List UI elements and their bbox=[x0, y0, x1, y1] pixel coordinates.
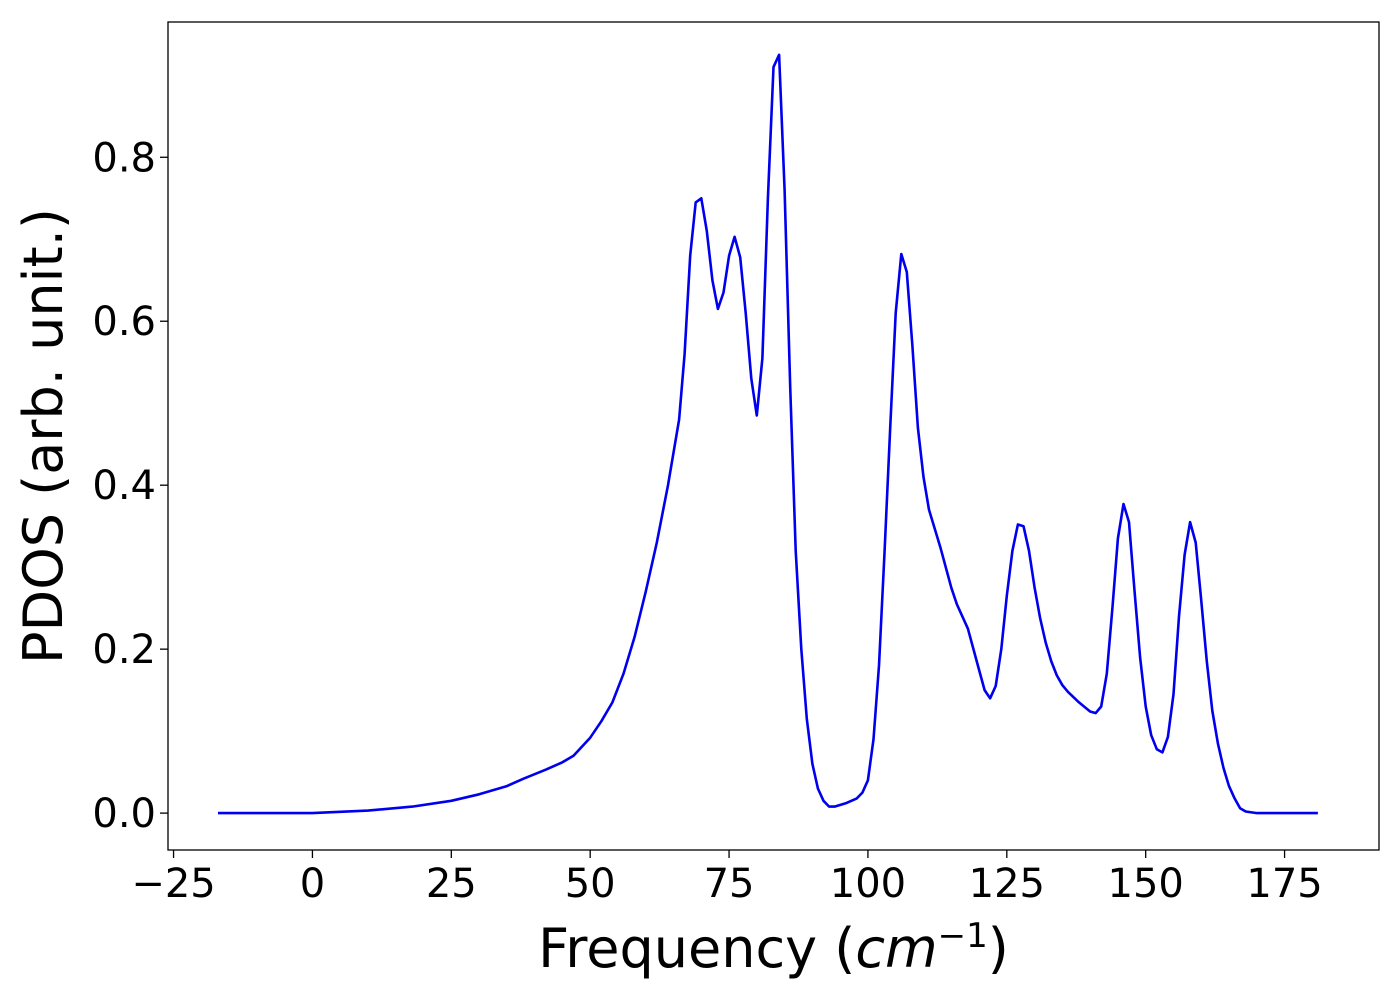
x-tick-label: 75 bbox=[704, 861, 755, 907]
plot-area bbox=[218, 53, 1318, 815]
series-line-0 bbox=[218, 53, 1318, 815]
x-tick-label: 0 bbox=[300, 861, 325, 907]
x-tick-label: 175 bbox=[1246, 861, 1322, 907]
x-tick-label: 25 bbox=[426, 861, 477, 907]
y-tick-label: 0.0 bbox=[92, 791, 156, 837]
x-axis-label-text: Frequency ( bbox=[538, 917, 855, 980]
x-axis-label-math: cm bbox=[855, 917, 937, 980]
x-tick-label: −25 bbox=[131, 861, 215, 907]
x-tick-label: 150 bbox=[1108, 861, 1184, 907]
x-tick-label: 50 bbox=[565, 861, 616, 907]
x-axis-label: Frequency (cm−1) bbox=[538, 916, 1009, 980]
axes-frame bbox=[167, 21, 1380, 851]
x-axis-label-exponent: −1 bbox=[938, 916, 988, 956]
y-tick-label: 0.6 bbox=[92, 299, 156, 345]
x-tick-label: 125 bbox=[969, 861, 1045, 907]
y-axis-ticks: 0.0 0.2 0.4 0.6 0.8 bbox=[92, 135, 168, 837]
x-axis-label-close: ) bbox=[988, 917, 1009, 980]
y-axis-label: PDOS (arb. unit.) bbox=[12, 208, 75, 664]
y-tick-label: 0.2 bbox=[92, 627, 156, 673]
x-tick-label: 100 bbox=[830, 861, 906, 907]
y-tick-label: 0.8 bbox=[92, 135, 156, 181]
x-axis-ticks: −25 0 25 50 75 100 125 150 175 bbox=[131, 850, 1323, 907]
y-tick-label: 0.4 bbox=[92, 463, 156, 509]
